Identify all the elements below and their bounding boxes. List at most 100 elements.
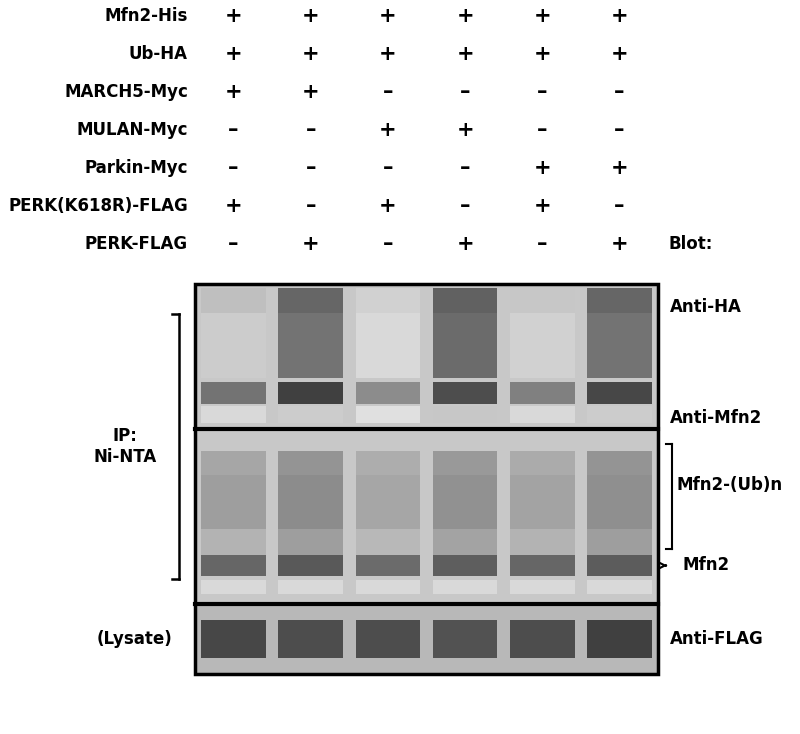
Bar bbox=[433, 382, 498, 404]
Bar bbox=[510, 406, 574, 424]
Text: +: + bbox=[610, 234, 628, 254]
Bar bbox=[510, 580, 574, 594]
Bar bbox=[201, 619, 266, 658]
Bar bbox=[355, 474, 420, 506]
Text: –: – bbox=[382, 82, 393, 102]
Bar bbox=[195, 284, 658, 674]
Text: Anti-FLAG: Anti-FLAG bbox=[670, 630, 764, 648]
Text: Parkin-Myc: Parkin-Myc bbox=[85, 159, 188, 177]
Bar bbox=[433, 474, 498, 506]
Bar bbox=[433, 580, 498, 594]
Text: +: + bbox=[534, 196, 551, 216]
Bar bbox=[510, 619, 574, 658]
Bar bbox=[278, 619, 343, 658]
Bar bbox=[355, 382, 420, 404]
Bar bbox=[355, 580, 420, 594]
Bar bbox=[587, 288, 652, 324]
Bar bbox=[278, 528, 343, 557]
Bar bbox=[201, 406, 266, 424]
Bar bbox=[587, 528, 652, 557]
Bar bbox=[278, 580, 343, 594]
Bar bbox=[587, 382, 652, 404]
Bar bbox=[278, 451, 343, 477]
Bar bbox=[433, 619, 498, 658]
Bar bbox=[587, 349, 652, 378]
Bar bbox=[201, 313, 266, 357]
Text: –: – bbox=[460, 196, 470, 216]
Bar bbox=[201, 501, 266, 532]
Bar bbox=[510, 382, 574, 404]
Bar bbox=[355, 288, 420, 324]
Text: Blot:: Blot: bbox=[668, 235, 712, 253]
Bar bbox=[433, 288, 498, 324]
Bar bbox=[433, 555, 498, 576]
Bar bbox=[278, 349, 343, 378]
Bar bbox=[587, 474, 652, 506]
Text: MULAN-Myc: MULAN-Myc bbox=[77, 121, 188, 139]
Text: (Lysate): (Lysate) bbox=[97, 630, 173, 648]
Text: IP:
Ni-NTA: IP: Ni-NTA bbox=[94, 427, 157, 466]
Bar bbox=[510, 313, 574, 357]
Text: –: – bbox=[460, 158, 470, 178]
Text: Mfn2-His: Mfn2-His bbox=[105, 7, 188, 25]
Text: +: + bbox=[456, 44, 474, 64]
Bar bbox=[510, 474, 574, 506]
Bar bbox=[510, 288, 574, 324]
Bar bbox=[355, 451, 420, 477]
Bar bbox=[587, 313, 652, 357]
Bar bbox=[201, 555, 266, 576]
Text: –: – bbox=[460, 82, 470, 102]
Bar bbox=[433, 528, 498, 557]
Text: Ub-HA: Ub-HA bbox=[129, 45, 188, 63]
Bar bbox=[201, 349, 266, 378]
Bar bbox=[510, 528, 574, 557]
Bar bbox=[587, 451, 652, 477]
Text: Anti-HA: Anti-HA bbox=[670, 297, 742, 316]
Text: –: – bbox=[614, 196, 625, 216]
Text: +: + bbox=[225, 6, 242, 26]
Text: –: – bbox=[306, 158, 316, 178]
Bar bbox=[587, 501, 652, 532]
Bar bbox=[278, 555, 343, 576]
Bar bbox=[201, 382, 266, 404]
Bar bbox=[278, 474, 343, 506]
Text: +: + bbox=[610, 158, 628, 178]
Text: +: + bbox=[302, 82, 319, 102]
Text: PERK-FLAG: PERK-FLAG bbox=[85, 235, 188, 253]
Bar bbox=[510, 501, 574, 532]
Text: +: + bbox=[302, 44, 319, 64]
Text: –: – bbox=[537, 82, 547, 102]
Bar bbox=[433, 349, 498, 378]
Text: –: – bbox=[306, 196, 316, 216]
Text: +: + bbox=[302, 234, 319, 254]
Text: Anti-Mfn2: Anti-Mfn2 bbox=[670, 409, 762, 427]
Text: +: + bbox=[379, 120, 397, 140]
Text: +: + bbox=[456, 120, 474, 140]
Text: +: + bbox=[456, 6, 474, 26]
Bar bbox=[510, 349, 574, 378]
Text: +: + bbox=[534, 158, 551, 178]
Text: –: – bbox=[614, 82, 625, 102]
Bar bbox=[201, 528, 266, 557]
Bar bbox=[355, 349, 420, 378]
Text: –: – bbox=[382, 158, 393, 178]
Text: –: – bbox=[228, 234, 239, 254]
Bar bbox=[433, 313, 498, 357]
Bar bbox=[433, 406, 498, 424]
Text: +: + bbox=[379, 196, 397, 216]
Bar bbox=[587, 580, 652, 594]
Text: –: – bbox=[614, 120, 625, 140]
Text: +: + bbox=[610, 44, 628, 64]
Text: –: – bbox=[537, 120, 547, 140]
Bar bbox=[355, 313, 420, 357]
Bar bbox=[278, 313, 343, 357]
Bar bbox=[355, 555, 420, 576]
Text: +: + bbox=[534, 6, 551, 26]
Bar bbox=[195, 604, 658, 674]
Text: –: – bbox=[382, 234, 393, 254]
Text: +: + bbox=[610, 6, 628, 26]
Bar bbox=[278, 382, 343, 404]
Text: –: – bbox=[306, 120, 316, 140]
Bar bbox=[433, 451, 498, 477]
Bar bbox=[355, 528, 420, 557]
